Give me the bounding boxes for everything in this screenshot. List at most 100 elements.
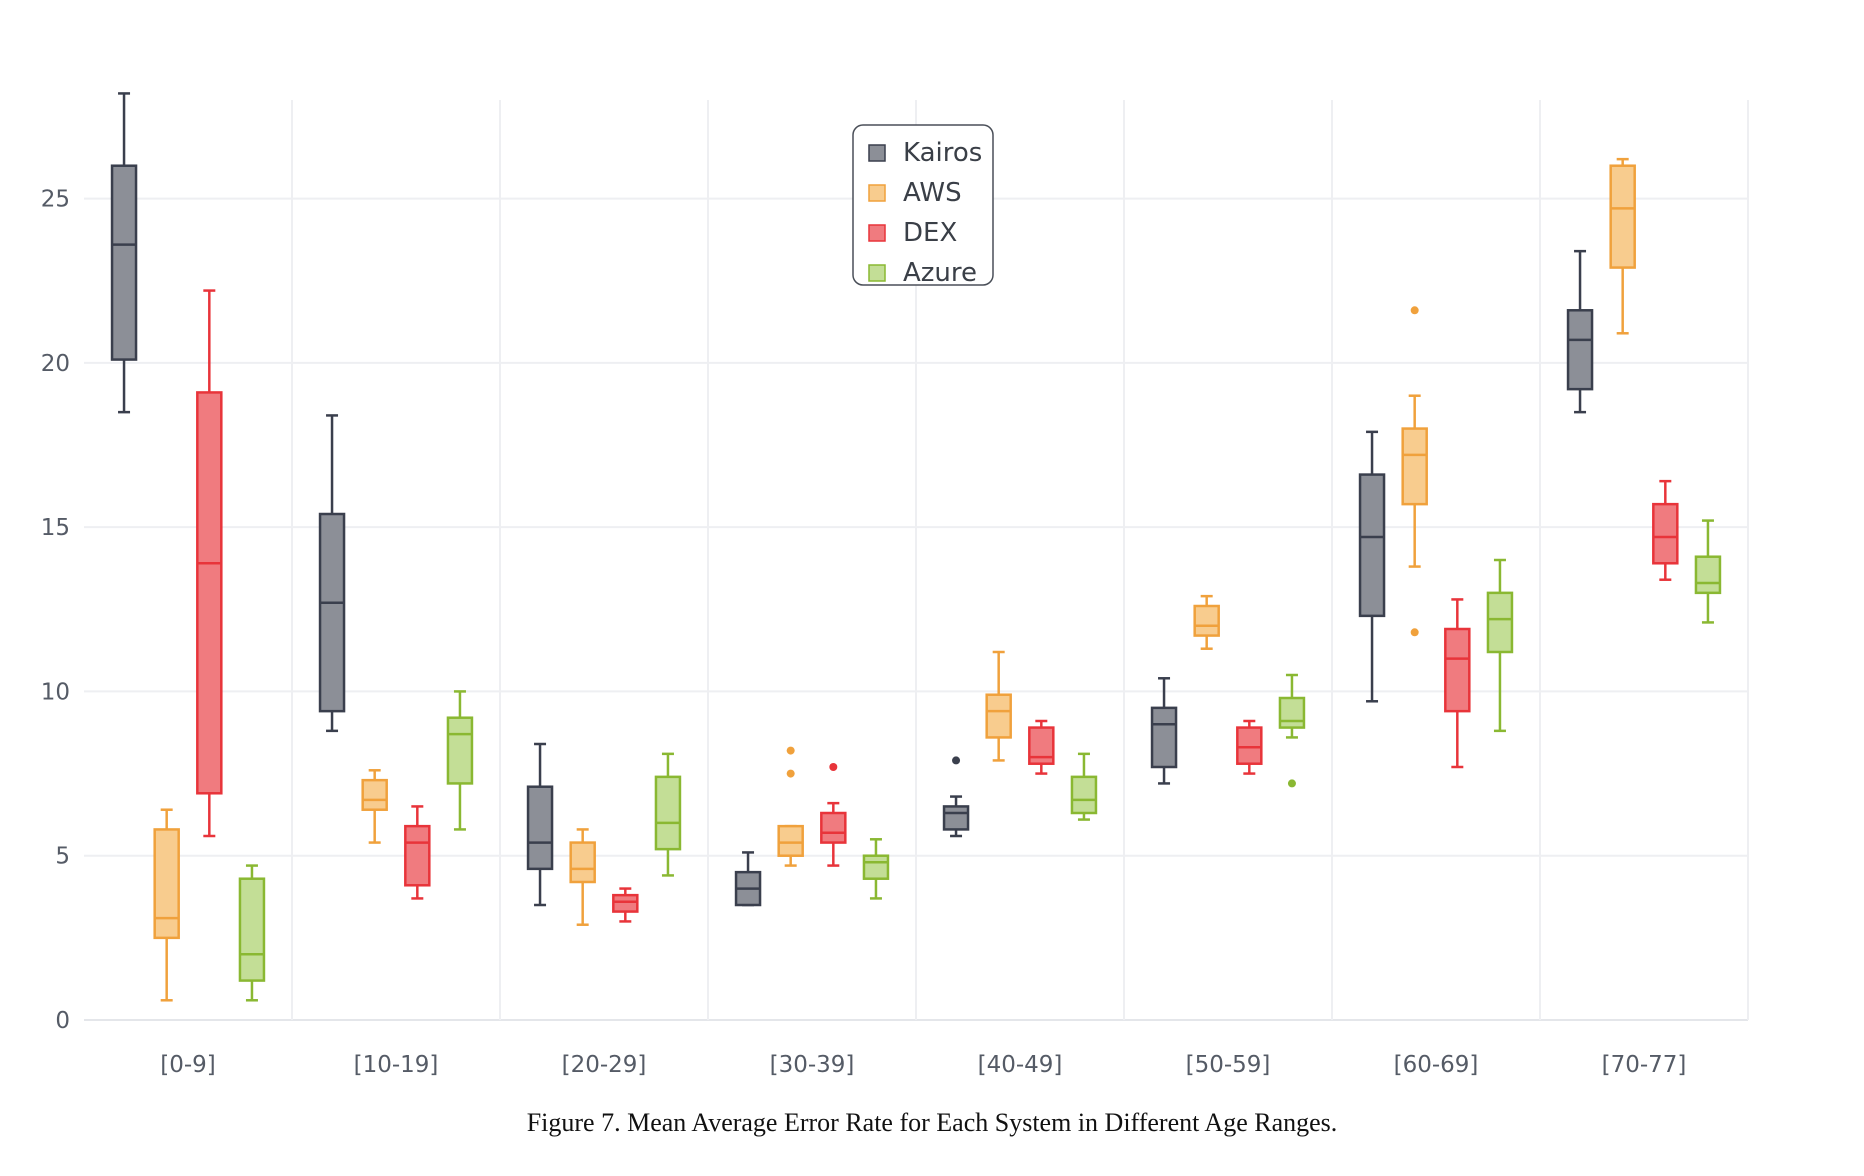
box-iqr: [1566, 309, 1594, 391]
box-iqr: [1070, 775, 1098, 815]
figure-caption: Figure 7. Mean Average Error Rate for Ea…: [526, 1108, 1338, 1137]
box-iqr: [862, 854, 890, 880]
box-azure-0: [238, 864, 266, 1002]
box-azure-3: [862, 838, 890, 900]
y-tick-label: 25: [41, 187, 70, 213]
box-aws-4: [985, 650, 1012, 762]
y-tick-label: 5: [55, 844, 70, 870]
box-iqr: [318, 512, 346, 713]
box-iqr: [569, 841, 596, 884]
box-iqr: [1486, 591, 1514, 654]
box-iqr: [985, 693, 1012, 739]
box-iqr: [153, 828, 180, 940]
box-iqr: [361, 778, 388, 811]
outlier-point: [1410, 628, 1419, 637]
y-tick-label: 20: [41, 351, 70, 377]
box-iqr: [110, 164, 138, 361]
box-kairos-5: [1150, 677, 1178, 785]
box-azure-6: [1486, 558, 1514, 733]
box-iqr: [1278, 696, 1306, 729]
legend-swatch-kairos: [868, 144, 886, 162]
box-aws-5: [1193, 594, 1220, 650]
legend: Kairos AWS DEX Azure: [852, 124, 994, 288]
box-aws-1: [361, 769, 388, 844]
legend-label-dex: DEX: [903, 218, 957, 248]
legend-swatch-aws: [868, 184, 886, 202]
box-aws-7: [1609, 157, 1636, 335]
box-aws-6: [1401, 306, 1428, 637]
outlier-point: [786, 746, 795, 755]
box-azure-7: [1694, 519, 1722, 624]
legend-label-aws: AWS: [903, 178, 962, 208]
box-iqr: [404, 824, 431, 887]
box-iqr: [1652, 502, 1679, 565]
box-dex-0: [196, 289, 223, 838]
legend-label-kairos: Kairos: [903, 138, 982, 168]
y-tick-label: 10: [41, 679, 70, 705]
box-aws-3: [777, 746, 804, 867]
box-iqr: [1150, 706, 1178, 769]
box-dex-1: [404, 805, 431, 900]
box-iqr: [1236, 726, 1263, 765]
box-aws-2: [569, 828, 596, 926]
series-azure: [238, 519, 1722, 1002]
box-iqr: [1193, 604, 1220, 637]
legend-box: [852, 124, 994, 286]
box-dex-2: [612, 887, 639, 923]
outlier-point: [1410, 306, 1419, 315]
box-iqr: [820, 811, 847, 844]
box-iqr: [654, 775, 682, 851]
outlier-point: [786, 769, 795, 778]
x-tick-label: [60-69]: [1394, 1052, 1479, 1078]
box-iqr: [196, 391, 223, 795]
box-iqr: [942, 805, 970, 831]
box-kairos-2: [526, 742, 554, 907]
box-iqr: [1609, 164, 1636, 269]
box-kairos-6: [1358, 430, 1386, 703]
box-iqr: [1444, 627, 1471, 713]
x-tick-label: [50-59]: [1186, 1052, 1271, 1078]
series-aws: [153, 157, 1636, 1002]
box-azure-4: [1070, 752, 1098, 821]
legend-label-azure: Azure: [903, 258, 977, 288]
series-dex: [196, 289, 1679, 923]
x-tick-label: [40-49]: [978, 1052, 1063, 1078]
box-dex-4: [1028, 719, 1055, 775]
box-iqr: [1401, 427, 1428, 506]
box-dex-6: [1444, 598, 1471, 769]
box-dex-7: [1652, 479, 1679, 581]
y-axis-ticks: 0 5 10 15 20 25: [41, 187, 70, 1034]
outlier-point: [829, 763, 838, 771]
box-iqr: [777, 824, 804, 857]
box-iqr: [1358, 473, 1386, 618]
outlier-point: [1287, 779, 1296, 788]
box-iqr: [526, 785, 554, 871]
box-azure-2: [654, 752, 682, 877]
box-dex-3: [820, 763, 847, 867]
box-iqr: [612, 893, 639, 913]
y-tick-label: 0: [55, 1008, 70, 1034]
box-aws-0: [153, 808, 180, 1002]
box-kairos-4: [942, 756, 970, 838]
series-kairos: [110, 92, 1594, 907]
box-series-layer: [110, 92, 1722, 1002]
box-azure-5: [1278, 673, 1306, 788]
box-kairos-0: [110, 92, 138, 414]
box-kairos-3: [734, 851, 762, 907]
x-tick-label: [20-29]: [562, 1052, 647, 1078]
box-azure-1: [446, 690, 474, 831]
legend-swatch-azure: [868, 264, 886, 282]
box-kairos-7: [1566, 249, 1594, 414]
x-tick-label: [30-39]: [770, 1052, 855, 1078]
outlier-point: [952, 756, 961, 765]
legend-swatch-dex: [868, 224, 886, 242]
box-iqr: [238, 877, 266, 982]
box-kairos-1: [318, 414, 346, 733]
box-dex-5: [1236, 719, 1263, 775]
x-tick-label: [0-9]: [160, 1052, 216, 1078]
box-iqr: [1694, 555, 1722, 595]
x-tick-label: [70-77]: [1602, 1052, 1687, 1078]
x-tick-label: [10-19]: [354, 1052, 439, 1078]
box-iqr: [446, 716, 474, 785]
